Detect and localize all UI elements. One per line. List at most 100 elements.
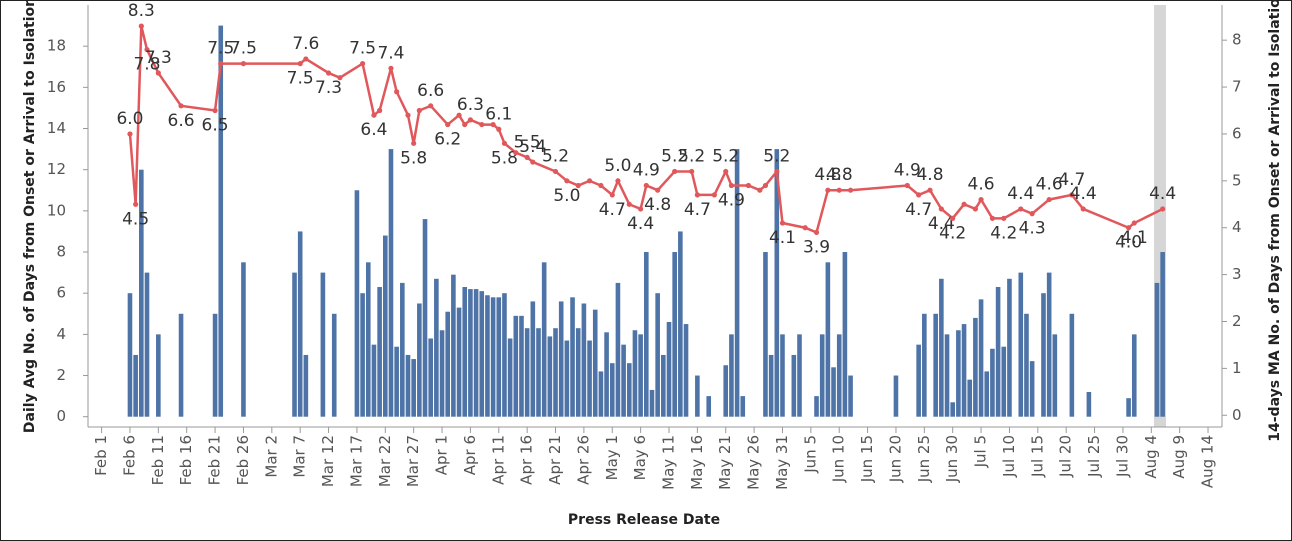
ma-point (904, 182, 910, 189)
data-label: 4.1 (1121, 228, 1148, 248)
data-label: 5.2 (712, 146, 739, 166)
ma-point (133, 201, 139, 207)
ma-point (456, 112, 462, 118)
bar (303, 354, 309, 417)
bar (831, 367, 836, 417)
bar (933, 313, 938, 417)
bar (939, 278, 944, 417)
bar (451, 274, 456, 417)
bar (780, 334, 785, 417)
ma-point (303, 56, 309, 62)
bar (1018, 272, 1024, 417)
bar (1029, 361, 1035, 417)
x-tick-label: Feb 26 (234, 435, 252, 485)
ma-point (496, 126, 502, 132)
bar (1131, 334, 1137, 417)
bar (422, 219, 428, 417)
data-label: 5.2 (763, 146, 790, 166)
bar (1007, 278, 1012, 417)
data-label: 6.1 (485, 104, 512, 124)
bar (507, 338, 513, 417)
ma-point (1018, 206, 1024, 212)
data-label: 4.4 (1007, 184, 1034, 204)
ma-point (178, 103, 184, 109)
bar (479, 291, 485, 417)
bar (218, 25, 224, 417)
bar (241, 262, 246, 417)
ma-point (564, 178, 570, 184)
ma-point (1080, 206, 1086, 212)
data-label: 5.5 (514, 132, 541, 152)
bar (973, 317, 978, 417)
bar (1046, 272, 1052, 417)
data-label: 6.0 (116, 109, 143, 129)
bar (473, 289, 479, 417)
y-tick-label: 10 (47, 201, 66, 219)
bar (331, 313, 337, 417)
data-label: 4.4 (928, 214, 955, 234)
y2-tick-label: 1 (1232, 359, 1242, 377)
ma-point (1125, 225, 1132, 231)
ma-point (950, 215, 956, 221)
ma-point (428, 103, 434, 109)
bar (456, 307, 462, 417)
bar (723, 365, 729, 417)
bar (661, 354, 666, 417)
bar (536, 328, 541, 417)
bar (774, 149, 780, 417)
ma-point (972, 206, 978, 212)
data-label: 4.3 (1019, 219, 1046, 239)
ma-point (530, 159, 536, 165)
ma-point (501, 140, 508, 146)
bar (768, 354, 774, 417)
x-tick-label: Jul 5 (972, 435, 990, 468)
bar (632, 330, 638, 417)
data-label: 7.5 (349, 39, 376, 59)
x-tick-label: Aug 4 (1142, 435, 1160, 479)
bar (524, 328, 530, 417)
data-label: 4.9 (894, 161, 921, 181)
y-tick-label: 18 (47, 37, 66, 55)
bar (1001, 346, 1007, 417)
data-label: 7.5 (230, 39, 257, 59)
ma-point (609, 192, 615, 198)
bar (763, 252, 768, 417)
bar (428, 338, 433, 417)
bar (848, 375, 853, 417)
ma-point (825, 187, 831, 193)
ma-point (388, 65, 394, 71)
bar (292, 272, 297, 417)
x-tick-label: Mar 12 (319, 435, 337, 487)
bar (598, 371, 604, 417)
ma-point (490, 121, 496, 128)
ma-point (757, 187, 763, 193)
bar (485, 295, 490, 417)
bar (638, 334, 643, 417)
bar (490, 297, 496, 417)
bar (445, 311, 451, 417)
data-label: 4.0 (1115, 233, 1142, 253)
bar (530, 301, 536, 417)
ma-point (1029, 211, 1035, 217)
ma-point (1001, 215, 1007, 221)
bar (1160, 252, 1165, 417)
data-label: 4.9 (718, 191, 745, 211)
data-label: 4.2 (939, 223, 966, 243)
bar (587, 340, 592, 417)
x-axis-title: Press Release Date (568, 512, 720, 528)
bar (320, 272, 326, 417)
x-tick-label: Jun 30 (943, 435, 961, 483)
ma-point (978, 196, 984, 203)
ma-point (575, 182, 581, 189)
ma-point (377, 107, 383, 114)
bar (592, 309, 598, 417)
bar (893, 375, 899, 417)
data-label: 5.2 (542, 146, 569, 166)
bar (144, 272, 150, 417)
data-label: 4.4 (1070, 184, 1097, 204)
bar (1069, 313, 1075, 417)
bar (360, 293, 365, 417)
data-label: 3.9 (803, 237, 830, 257)
ma-point (405, 112, 411, 118)
x-tick-label: Jun 20 (886, 435, 904, 483)
